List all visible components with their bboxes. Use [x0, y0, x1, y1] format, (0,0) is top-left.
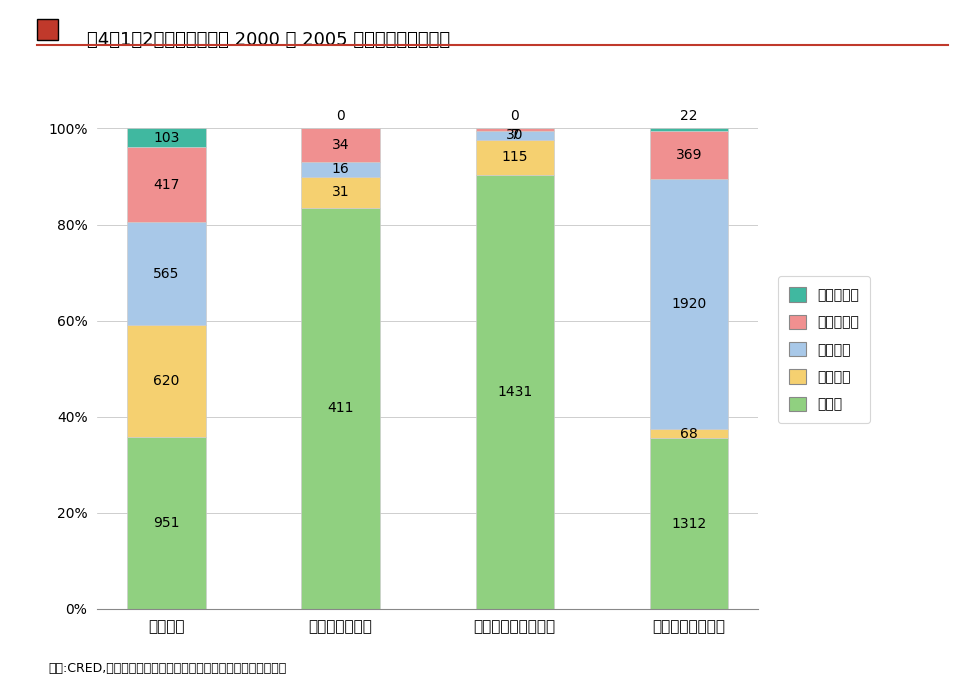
Text: 951: 951 [154, 516, 180, 530]
Bar [649, 438, 728, 609]
Text: 16: 16 [331, 163, 350, 176]
Bar [475, 131, 554, 140]
Text: 0: 0 [510, 109, 519, 122]
Text: 417: 417 [154, 178, 180, 192]
Bar [127, 129, 206, 147]
Bar [649, 429, 728, 438]
Bar [301, 129, 380, 162]
Text: 115: 115 [502, 150, 528, 164]
Text: 565: 565 [154, 266, 180, 280]
Bar [127, 325, 206, 437]
Bar [301, 208, 380, 609]
Text: 資料:CRED,アジア防災センター資料を基に内閣府において作成。: 資料:CRED,アジア防災センター資料を基に内閣府において作成。 [49, 662, 287, 675]
Text: 図4－1－2　地域別に見た 2000 ～ 2005 年の世界の自然災害: 図4－1－2 地域別に見た 2000 ～ 2005 年の世界の自然災害 [87, 31, 451, 49]
Text: 7: 7 [510, 129, 519, 143]
Bar [475, 140, 554, 174]
Bar [649, 131, 728, 179]
Bar [649, 179, 728, 429]
Text: 411: 411 [328, 401, 354, 415]
Text: 369: 369 [676, 148, 702, 163]
Text: 0: 0 [336, 109, 345, 122]
Text: 1312: 1312 [672, 516, 707, 531]
Bar [127, 223, 206, 325]
Text: 1431: 1431 [497, 385, 533, 399]
Text: 620: 620 [154, 374, 180, 388]
Bar [475, 129, 554, 131]
Text: 68: 68 [680, 427, 698, 441]
Bar [127, 147, 206, 223]
Legend: オセアニア, ヨーロッパ, アメリカ, アフリカ, アジア: オセアニア, ヨーロッパ, アメリカ, アフリカ, アジア [779, 276, 870, 423]
Bar [649, 129, 728, 131]
Text: 34: 34 [331, 138, 349, 152]
Text: 103: 103 [154, 131, 180, 145]
Text: 1920: 1920 [672, 298, 707, 311]
Bar [301, 177, 380, 208]
Text: 22: 22 [680, 109, 698, 122]
Bar [301, 162, 380, 177]
Text: 31: 31 [331, 185, 349, 199]
Text: 30: 30 [506, 128, 524, 142]
Bar [475, 174, 554, 609]
Bar [127, 437, 206, 609]
